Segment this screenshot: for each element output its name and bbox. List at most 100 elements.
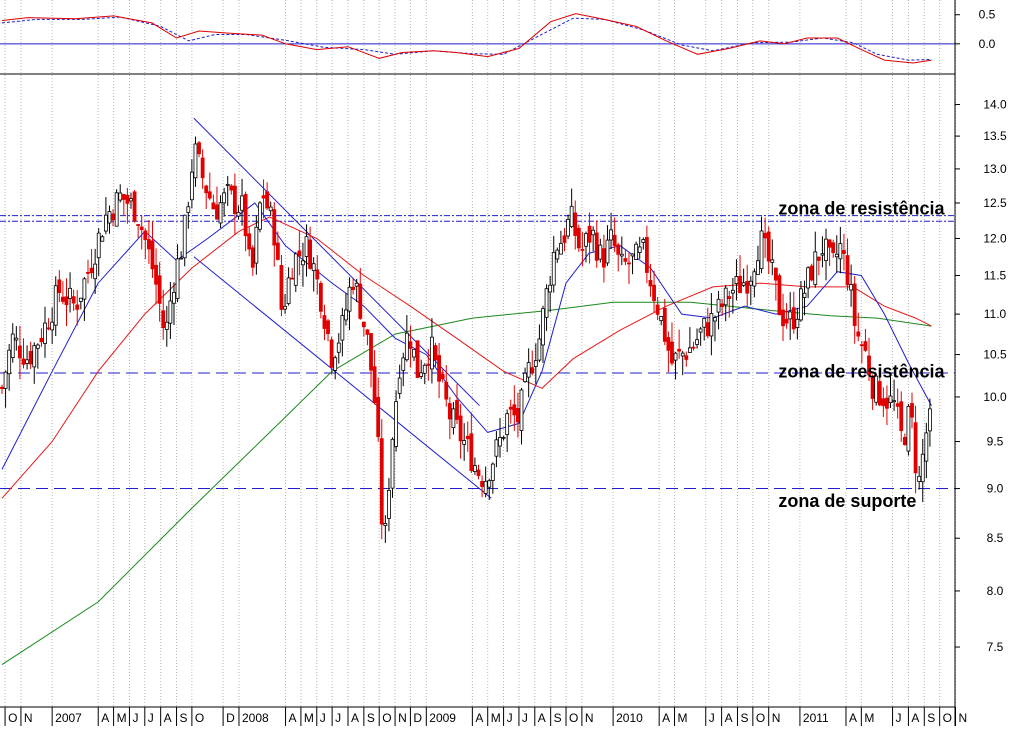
x-tick-label-37: N bbox=[772, 711, 781, 725]
candle-body-73 bbox=[261, 195, 266, 199]
candle-body-3 bbox=[10, 333, 15, 358]
candle-body-230 bbox=[824, 238, 828, 262]
candle-body-94 bbox=[336, 342, 341, 353]
candle-body-234 bbox=[838, 243, 843, 260]
candle-body-161 bbox=[576, 227, 581, 249]
candle-body-124 bbox=[444, 381, 449, 400]
x-tick-label-8: S bbox=[180, 711, 188, 725]
candle-body-70 bbox=[250, 247, 255, 268]
x-tick-label-16: A bbox=[351, 711, 359, 725]
candle-body-9 bbox=[32, 345, 37, 368]
candle-body-249 bbox=[892, 400, 896, 403]
candle-body-62 bbox=[222, 192, 227, 204]
candle-body-158 bbox=[566, 218, 570, 237]
candle-body-150 bbox=[537, 338, 542, 361]
candle-body-246 bbox=[881, 398, 886, 407]
x-tick-label-7: A bbox=[164, 711, 172, 725]
candle-body-109 bbox=[390, 438, 395, 489]
candle-body-99 bbox=[354, 282, 359, 287]
candle-body-149 bbox=[533, 360, 538, 367]
ma_long-line bbox=[1, 301, 932, 666]
candle-body-10 bbox=[35, 344, 40, 349]
candle-body-237 bbox=[849, 284, 854, 291]
channel-lower-line bbox=[193, 256, 492, 499]
candle-body-208 bbox=[745, 281, 750, 294]
candle-body-45 bbox=[161, 310, 166, 329]
candle-body-74 bbox=[265, 191, 270, 209]
candle-body-32 bbox=[114, 192, 119, 227]
x-tick-label-4: M bbox=[117, 711, 127, 725]
candle-body-108 bbox=[387, 490, 391, 519]
candle-body-212 bbox=[759, 230, 764, 270]
x-tick-label-29: N bbox=[585, 711, 594, 725]
candle-body-232 bbox=[831, 242, 836, 253]
x-tick-label-41: J bbox=[896, 711, 902, 725]
x-tick-label-24: J bbox=[507, 711, 513, 725]
candle-body-178 bbox=[637, 246, 642, 253]
candle-body-187 bbox=[670, 341, 674, 364]
candle-body-258 bbox=[924, 432, 929, 462]
candle-body-255 bbox=[913, 422, 918, 474]
candle-body-37 bbox=[132, 191, 137, 222]
candle-body-120 bbox=[430, 336, 434, 370]
candle-body-80 bbox=[286, 277, 291, 304]
candle-body-31 bbox=[111, 213, 115, 221]
candle-body-129 bbox=[462, 440, 467, 445]
candle-body-127 bbox=[455, 400, 459, 420]
candle-body-130 bbox=[465, 435, 470, 440]
candle-body-76 bbox=[272, 209, 277, 246]
annotations: zona de resistência zona de resistência zo… bbox=[778, 199, 945, 512]
candle-body-155 bbox=[555, 249, 560, 260]
osc-tick-label-1: 0.0 bbox=[979, 37, 996, 51]
x-tick-label-1: N bbox=[24, 711, 33, 725]
candle-body-217 bbox=[777, 275, 782, 316]
candle-body-204 bbox=[730, 289, 735, 294]
candle-body-223 bbox=[799, 288, 803, 321]
candle-body-159 bbox=[569, 205, 574, 228]
x-tick-label-30: 2010 bbox=[616, 711, 643, 725]
candle-body-229 bbox=[820, 253, 825, 256]
candle-body-231 bbox=[827, 239, 832, 248]
candle-body-7 bbox=[25, 359, 29, 364]
annotation-1: zona de resistência bbox=[778, 361, 945, 381]
price-tick-label-0: 14.0 bbox=[983, 97, 1007, 111]
candle-body-12 bbox=[43, 322, 47, 344]
candle-body-244 bbox=[874, 375, 879, 403]
x-tick-label-44: O bbox=[943, 711, 952, 725]
candle-body-214 bbox=[766, 231, 771, 262]
candle-body-188 bbox=[673, 352, 678, 361]
candle-body-77 bbox=[275, 242, 280, 260]
candle-body-180 bbox=[644, 237, 649, 273]
candle-body-163 bbox=[584, 233, 588, 247]
candle-body-146 bbox=[523, 372, 527, 382]
x-tick-label-17: S bbox=[367, 711, 375, 725]
x-tick-label-2: 2007 bbox=[55, 711, 82, 725]
candle-body-216 bbox=[773, 267, 778, 281]
x-tick-label-6: J bbox=[148, 711, 154, 725]
candle-body-154 bbox=[551, 251, 556, 286]
price-tick-label-2: 13.0 bbox=[983, 162, 1007, 176]
candle-body-28 bbox=[100, 236, 105, 242]
candle-body-103 bbox=[369, 333, 373, 371]
candle-body-107 bbox=[383, 523, 388, 526]
candle-body-222 bbox=[795, 318, 800, 328]
candle-body-181 bbox=[648, 280, 653, 287]
x-tick-label-33: J bbox=[709, 711, 715, 725]
candle-body-173 bbox=[619, 253, 624, 257]
oscillator-signal-line bbox=[1, 16, 932, 61]
candle-body-259 bbox=[928, 408, 932, 432]
price-tick-label-9: 9.5 bbox=[987, 435, 1004, 449]
price-tick-label-1: 13.5 bbox=[983, 129, 1007, 143]
candle-body-15 bbox=[53, 285, 58, 326]
x-tick-label-21: 2009 bbox=[429, 711, 456, 725]
candle-body-58 bbox=[207, 191, 212, 199]
candle-body-36 bbox=[129, 198, 133, 202]
candle-body-243 bbox=[870, 377, 875, 399]
candle-body-20 bbox=[71, 296, 76, 304]
candle-body-215 bbox=[770, 259, 775, 263]
candle-body-251 bbox=[899, 401, 904, 432]
x-tick-label-14: J bbox=[320, 711, 326, 725]
candle-body-113 bbox=[404, 332, 409, 361]
candle-body-209 bbox=[748, 280, 753, 286]
